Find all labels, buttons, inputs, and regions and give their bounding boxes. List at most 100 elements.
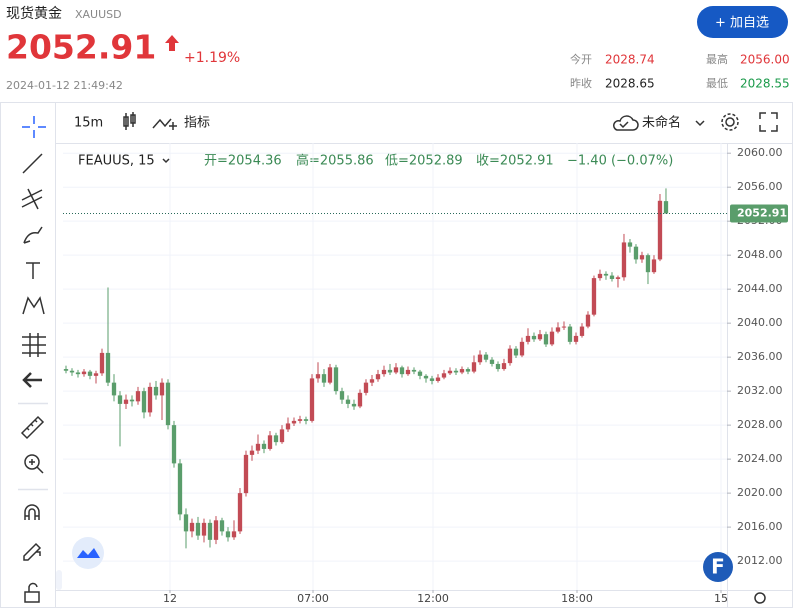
candle-body xyxy=(177,463,183,515)
lock-tool[interactable] xyxy=(24,582,40,603)
stat-label: 今开 xyxy=(570,52,592,66)
text-tool[interactable] xyxy=(26,262,40,279)
add-button[interactable] xyxy=(697,6,788,38)
zoom-tool[interactable] xyxy=(24,454,40,470)
x-tick-label: 12 xyxy=(163,592,177,605)
candle-body xyxy=(423,375,429,379)
crosshair-tool[interactable] xyxy=(22,116,46,138)
candle-body xyxy=(549,331,555,345)
pattern-tool[interactable] xyxy=(22,296,45,315)
candle-body xyxy=(213,520,219,540)
candle-body xyxy=(603,273,609,276)
axis-settings-icon[interactable] xyxy=(754,592,766,604)
lock-draw-tool[interactable] xyxy=(23,542,42,561)
candle-body xyxy=(189,522,195,532)
candle-body xyxy=(165,382,171,426)
zoom-tool-mark[interactable] xyxy=(29,459,44,474)
candle-body xyxy=(75,372,81,375)
legend-dropdown[interactable] xyxy=(162,158,170,164)
x-tick-label: 07:00 xyxy=(297,592,329,605)
layout-name[interactable]: 未命名 xyxy=(642,115,681,131)
candle-body xyxy=(417,371,423,376)
magnet-tool[interactable] xyxy=(24,504,40,520)
panel-handle[interactable] xyxy=(56,570,62,590)
candle-body xyxy=(639,255,645,260)
candle-body xyxy=(555,327,561,332)
y-tick-label: 2032.00 xyxy=(737,384,783,397)
last-price-label: 2052.91 xyxy=(737,206,787,219)
candle-body xyxy=(321,374,327,383)
indicators[interactable]: 指标 xyxy=(184,116,210,131)
datetime: 2024-01-12 21:49:42 xyxy=(6,79,123,92)
candle-body xyxy=(561,326,567,328)
candle-body xyxy=(195,522,201,536)
chart-frame xyxy=(0,102,793,608)
last-price-box xyxy=(730,204,788,223)
candle-body xyxy=(537,334,543,340)
candle-body xyxy=(369,379,375,383)
prediction-tool[interactable] xyxy=(22,333,46,357)
legend-high: 高=2055.86 xyxy=(296,153,374,169)
indicator-icon[interactable] xyxy=(152,118,177,130)
candle-body xyxy=(645,255,651,273)
dropdown-icon[interactable] xyxy=(695,120,705,127)
interval[interactable]: 15m xyxy=(74,116,103,131)
y-tick-label: 2060.00 xyxy=(737,146,783,159)
candle-body xyxy=(117,395,123,404)
candle-body xyxy=(633,246,639,260)
up-arrow xyxy=(165,35,179,51)
drawing-tools[interactable] xyxy=(18,116,48,603)
settings-icon[interactable] xyxy=(725,117,735,127)
y-tick-label: 2020.00 xyxy=(737,486,783,499)
candle-body xyxy=(387,369,393,373)
candle-body xyxy=(141,391,147,413)
candle-body xyxy=(627,242,633,247)
candle-body xyxy=(585,314,591,327)
stat-label: 昨收 xyxy=(570,76,592,90)
candle-body xyxy=(129,399,135,402)
candle-body xyxy=(381,369,387,375)
widget-icon[interactable] xyxy=(77,548,100,558)
candle-body xyxy=(621,242,627,278)
candle-body xyxy=(219,520,225,532)
candle-type-icon[interactable] xyxy=(123,112,136,130)
candle-body xyxy=(507,348,513,364)
y-tick-label: 2016.00 xyxy=(737,520,783,533)
price: 2052.91 xyxy=(6,28,156,67)
line-tool[interactable] xyxy=(22,153,43,174)
y-tick-label: 2056.00 xyxy=(737,180,783,193)
candle-body xyxy=(615,277,621,279)
candle-body xyxy=(159,382,165,396)
candle-body xyxy=(531,335,537,340)
settings-icon-ring[interactable] xyxy=(721,113,739,131)
candle-body xyxy=(123,399,129,404)
widget-button[interactable] xyxy=(72,537,104,569)
candle-body xyxy=(237,493,243,532)
brush-tool[interactable] xyxy=(23,226,43,244)
candle-body xyxy=(567,326,573,342)
stat-label: 最低 xyxy=(706,77,728,90)
ruler-tool[interactable] xyxy=(20,415,45,440)
stat-value: 2028.74 xyxy=(605,53,655,67)
fib-tool[interactable] xyxy=(21,188,43,210)
candle-body xyxy=(411,369,417,372)
candle-body xyxy=(81,371,87,375)
stat-label: 最高 xyxy=(706,52,728,66)
candle-body xyxy=(231,531,237,538)
candle-body xyxy=(663,201,669,214)
candle-body xyxy=(333,367,339,392)
candle-body xyxy=(405,369,411,375)
candle-body xyxy=(225,531,231,538)
x-tick-label: 18:00 xyxy=(561,592,593,605)
add-button-label[interactable]: + 加自选 xyxy=(715,16,769,31)
legend-open: 开=2054.36 xyxy=(204,154,282,169)
cloud-icon[interactable] xyxy=(613,115,639,131)
back-tool[interactable] xyxy=(22,372,42,388)
stat-value: 2028.65 xyxy=(605,77,655,91)
fullscreen-icon[interactable] xyxy=(759,112,778,132)
candle-body xyxy=(393,367,399,373)
candle-body xyxy=(489,359,495,364)
candle-body xyxy=(93,373,99,376)
